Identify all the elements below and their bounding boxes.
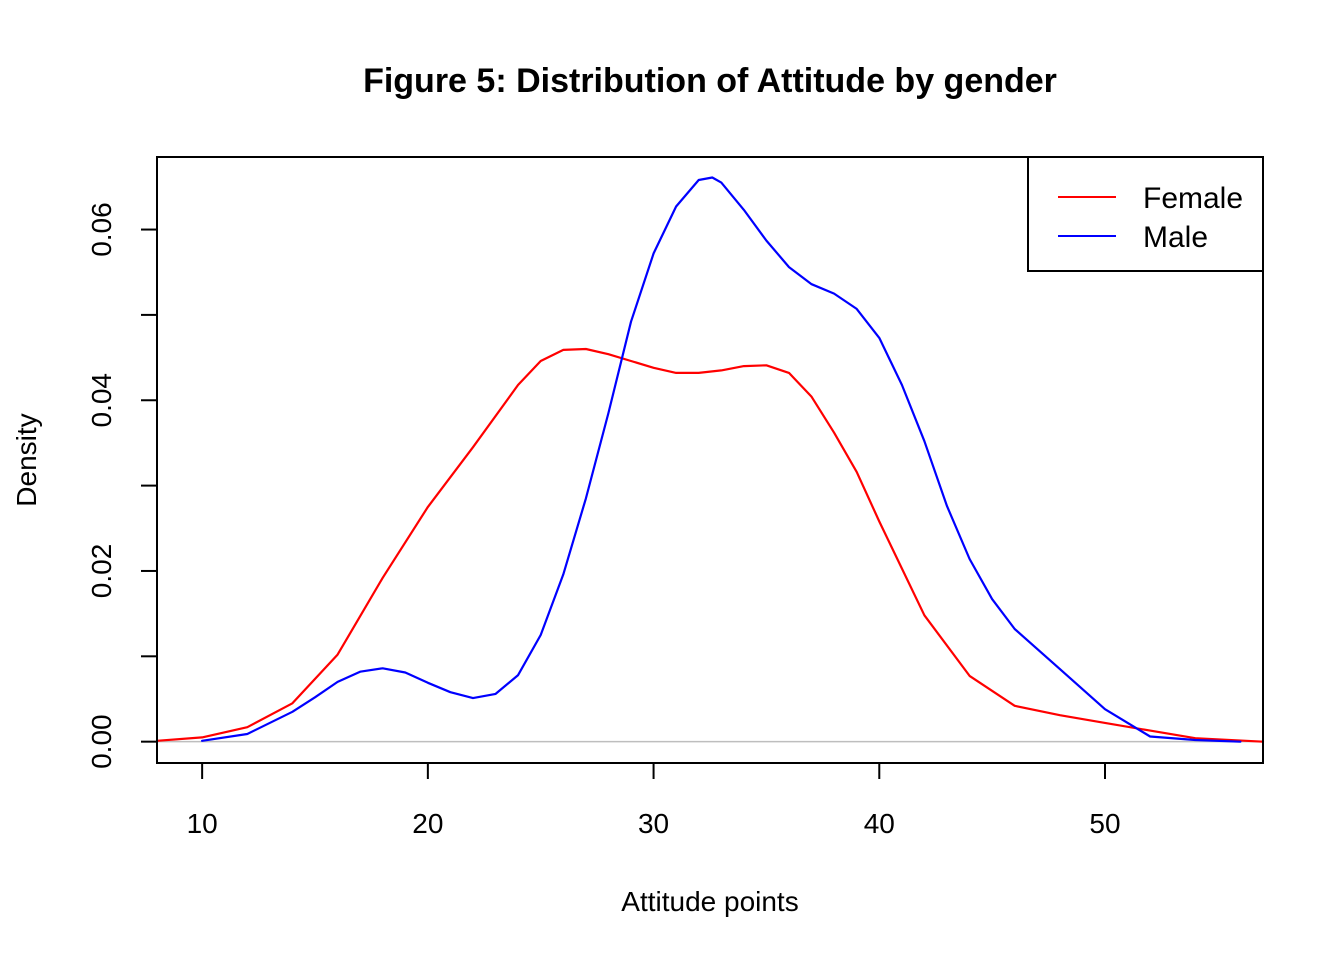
series-line-male (201, 176, 1242, 743)
legend-box (1027, 156, 1264, 272)
series-layer (155, 176, 1265, 743)
x-tick-label: 20 (412, 808, 443, 839)
chart-title: Figure 5: Distribution of Attitude by ge… (363, 62, 1057, 100)
axes-layer: 10 20 30 40 50 0.00 0.02 0.04 0.06 (86, 202, 1121, 839)
legend-label-female: Female (1143, 182, 1243, 215)
y-tick-label: 0.06 (86, 202, 117, 257)
legend-label-male: Male (1143, 221, 1208, 254)
legend: Female Male (1027, 156, 1264, 272)
y-tick-label: 0.00 (86, 714, 117, 769)
x-axis-label: Attitude points (621, 886, 798, 917)
y-tick-label: 0.04 (86, 373, 117, 428)
y-tick-label: 0.02 (86, 544, 117, 599)
y-axis-label: Density (11, 413, 42, 506)
x-tick-label: 50 (1089, 808, 1120, 839)
plot-frame (156, 156, 1264, 764)
x-tick-label: 30 (638, 808, 669, 839)
series-line-female (155, 347, 1265, 743)
x-tick-label: 10 (187, 808, 218, 839)
x-tick-label: 40 (864, 808, 895, 839)
